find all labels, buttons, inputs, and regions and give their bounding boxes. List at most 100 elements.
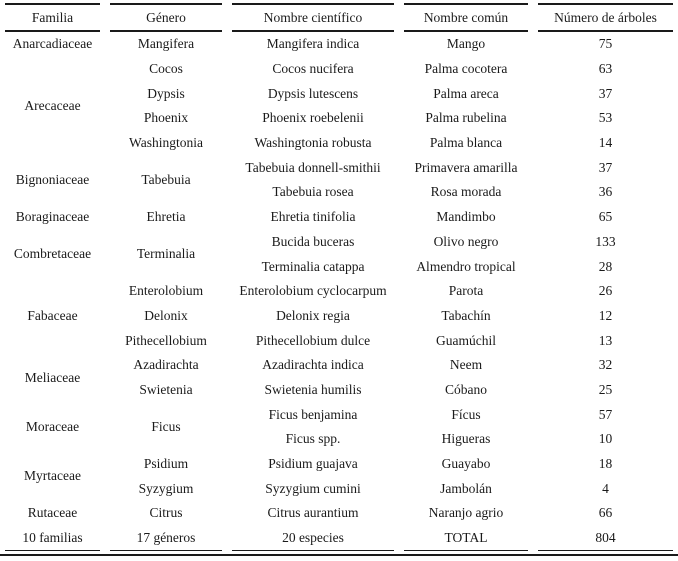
table-row: Phoenix Phoenix roebelenii Palma rubelina 5… <box>5 106 673 131</box>
nombre-cientifico-cell: Ficus spp. <box>285 431 341 447</box>
genero-cell: Terminalia <box>136 246 196 262</box>
table-row: Pithecellobium Pithecellobium dulce Guamúc… <box>5 328 673 353</box>
familia-cell: Bignoniaceae <box>15 172 90 188</box>
nombre-cientifico-cell: Terminalia catappa <box>261 258 365 274</box>
table-row: Anarcadiaceae Mangifera Mangifera indica Ma… <box>5 32 673 57</box>
genero-cell: Ehretia <box>146 209 186 225</box>
numero-arboles-cell: 63 <box>598 61 613 77</box>
table-header: Familia Género Nombre científico Nombre … <box>5 3 673 32</box>
genero-cell: Cocos <box>149 61 183 77</box>
nombre-cientifico-cell: Tabebuia rosea <box>272 184 354 200</box>
table-row: Meliaceae Azadirachta Azadirachta indica Ne… <box>5 353 673 384</box>
table-row: Washingtonia Washingtonia robusta Palma bl… <box>5 131 673 156</box>
table-row: Arecaceae Cocos Cocos nucifera Palma cocote… <box>5 57 673 113</box>
nombre-comun-cell: Palma cocotera <box>424 61 508 77</box>
nombre-comun-cell: Primavera amarilla <box>414 159 518 175</box>
nombre-cientifico-cell: Dypsis lutescens <box>267 85 359 101</box>
nombre-comun-cell: Palma blanca <box>429 135 503 151</box>
nombre-comun-cell: Parota <box>448 283 484 299</box>
genero-cell: Mangifera <box>137 36 195 52</box>
genero-cell: Phoenix <box>143 110 189 126</box>
col-header-familia: Familia <box>5 3 100 32</box>
summary-especies-cell: 20 especies <box>232 526 394 552</box>
col-header-genero: Género <box>110 3 222 32</box>
familia-cell: Meliaceae <box>24 369 81 385</box>
nombre-cientifico-cell: Ehretia tinifolia <box>270 209 356 225</box>
genero-cell: Enterolobium <box>128 283 204 299</box>
nombre-comun-cell: Mango <box>446 36 486 52</box>
nombre-cientifico-cell: Delonix regia <box>276 307 350 323</box>
familia-cell: Fabaceae <box>27 307 78 323</box>
familia-cell: Moraceae <box>25 419 80 434</box>
familia-cell: Combretaceae <box>13 246 92 262</box>
nombre-comun-cell: Palma areca <box>433 85 499 101</box>
nombre-cientifico-cell: Syzygium cumini <box>265 480 361 496</box>
col-header-numero-arboles: Número de árboles <box>538 3 673 32</box>
table-row: Moraceae Ficus Ficus benjamina Fícus 57 <box>5 402 673 434</box>
nombre-cientifico-cell: Psidium guajava <box>268 456 358 472</box>
familia-cell: Boraginaceae <box>15 209 90 225</box>
table-row: Ficus spp. Higueras 10 <box>5 427 673 452</box>
species-table-wrapper: Familia Género Nombre científico Nombre … <box>0 3 678 557</box>
nombre-cientifico-cell: Azadirachta indica <box>262 357 364 373</box>
genero-cell: Syzygium <box>138 480 194 496</box>
nombre-comun-cell: Guayabo <box>441 456 491 472</box>
numero-arboles-cell: 65 <box>598 209 613 225</box>
nombre-comun-cell: Jambolán <box>440 480 492 496</box>
summary-familias-cell: 10 familias <box>5 526 100 552</box>
col-header-nombre-comun: Nombre común <box>404 3 528 32</box>
numero-arboles-cell: 26 <box>598 283 613 299</box>
numero-arboles-cell: 14 <box>598 135 613 151</box>
genero-cell: Tabebuia <box>141 172 191 188</box>
numero-arboles-cell: 18 <box>598 456 613 472</box>
numero-arboles-cell: 37 <box>598 85 613 101</box>
table-row: Bignoniaceae Tabebuia Tabebuia donnell-smi… <box>5 155 673 187</box>
familia-cell: Rutaceae <box>27 505 78 521</box>
nombre-cientifico-cell: Pithecellobium dulce <box>255 332 371 348</box>
numero-arboles-cell: 25 <box>598 381 613 397</box>
genero-cell: Pithecellobium <box>125 332 207 348</box>
genero-cell: Delonix <box>144 307 188 323</box>
species-table: Familia Género Nombre científico Nombre … <box>0 3 678 552</box>
numero-arboles-cell: 36 <box>598 184 613 200</box>
table-row: Terminalia catappa Almendro tropical 28 <box>5 254 673 279</box>
numero-arboles-cell: 12 <box>598 307 613 323</box>
nombre-cientifico-cell: Mangifera indica <box>266 36 360 52</box>
table-row: Rutaceae Citrus Citrus aurantium Naranjo ag… <box>5 501 673 526</box>
numero-arboles-cell: 13 <box>598 332 613 348</box>
numero-arboles-cell: 37 <box>598 159 613 175</box>
numero-arboles-cell: 32 <box>598 357 613 373</box>
numero-arboles-cell: 133 <box>595 233 616 249</box>
genero-cell: Dypsis <box>147 85 185 101</box>
table-row: Dypsis Dypsis lutescens Palma areca 37 <box>5 81 673 106</box>
table-row: Swietenia Swietenia humilis Cóbano 25 <box>5 378 673 403</box>
table-row: Myrtaceae Psidium Psidium guajava Guayabo 18 <box>5 452 673 483</box>
nombre-comun-cell: Neem <box>449 357 483 373</box>
table-body: Anarcadiaceae Mangifera Mangifera indica Ma… <box>5 32 673 526</box>
genero-cell: Azadirachta <box>133 357 199 373</box>
numero-arboles-cell: 66 <box>598 505 613 521</box>
table-row: Delonix Delonix regia Tabachín 12 <box>5 304 673 329</box>
table-row: Fabaceae Enterolobium Enterolobium cycloca… <box>5 279 673 323</box>
col-header-nombre-cientifico: Nombre científico <box>232 3 394 32</box>
nombre-comun-cell: Mandimbo <box>436 209 496 225</box>
nombre-cientifico-cell: Swietenia humilis <box>264 381 362 397</box>
nombre-comun-cell: Olivo negro <box>433 233 499 249</box>
numero-arboles-cell: 28 <box>598 258 613 274</box>
genero-cell: Ficus <box>151 419 181 434</box>
nombre-comun-cell: Fícus <box>451 406 481 422</box>
numero-arboles-cell: 75 <box>598 36 613 52</box>
nombre-comun-cell: Almendro tropical <box>416 258 516 274</box>
table-row: Tabebuia rosea Rosa morada 36 <box>5 180 673 205</box>
nombre-comun-cell: Tabachín <box>441 307 491 323</box>
nombre-comun-cell: Palma rubelina <box>425 110 507 126</box>
summary-row: 10 familias 17 géneros 20 especies TOTAL… <box>5 526 673 552</box>
nombre-cientifico-cell: Enterolobium cyclocarpum <box>239 283 387 299</box>
nombre-cientifico-cell: Washingtonia robusta <box>254 135 372 151</box>
nombre-comun-cell: Higueras <box>441 431 491 447</box>
nombre-cientifico-cell: Ficus benjamina <box>268 406 358 422</box>
nombre-cientifico-cell: Phoenix roebelenii <box>262 110 364 126</box>
nombre-cientifico-cell: Bucida buceras <box>271 233 355 249</box>
nombre-cientifico-cell: Tabebuia donnell-smithii <box>245 159 381 175</box>
table-row: Boraginaceae Ehretia Ehretia tinifolia Mand… <box>5 205 673 230</box>
